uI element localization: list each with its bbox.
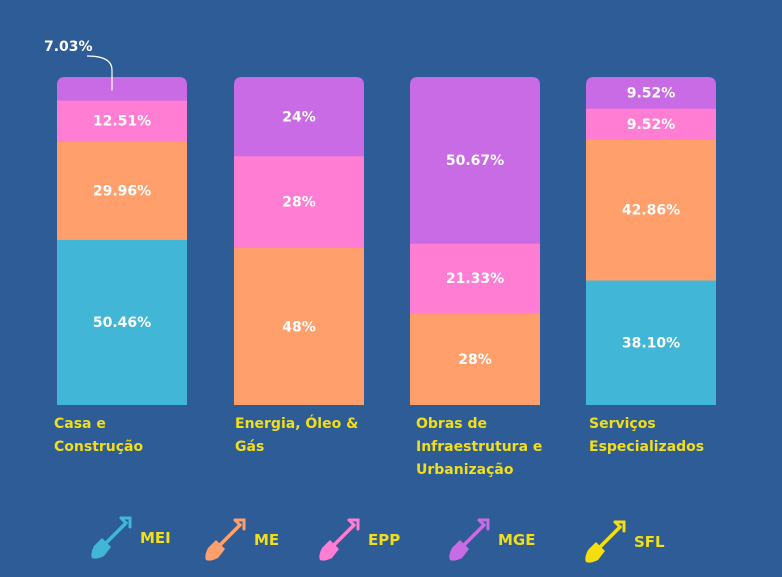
category-label-servicos: Serviços Especializados xyxy=(589,416,705,455)
bar-segment-epp xyxy=(586,108,716,140)
legend-label-mei: MEI xyxy=(140,529,171,547)
bar-group-1 xyxy=(234,77,364,405)
bar-segment-me xyxy=(234,247,364,405)
shovel-blade xyxy=(449,540,469,561)
shovel-shaft xyxy=(462,523,486,547)
data-label: 28% xyxy=(282,195,316,211)
bar-segment-me xyxy=(586,139,716,281)
data-label: 9.52% xyxy=(627,86,676,102)
data-label: 42.86% xyxy=(622,203,680,219)
legend-label-epp: EPP xyxy=(368,531,401,549)
shovel-blade xyxy=(319,540,339,561)
bar-segment-mge xyxy=(410,77,540,244)
data-label: 9.52% xyxy=(627,117,676,133)
shovel-icon xyxy=(91,516,132,559)
legend-label-sfl: SFL xyxy=(634,533,665,551)
data-label: 21.33% xyxy=(446,271,504,287)
data-label: 48% xyxy=(282,319,316,335)
bar-segment-mge xyxy=(234,77,364,157)
legend-label-mge: MGE xyxy=(498,531,536,549)
data-label: 7.03% xyxy=(44,39,93,55)
data-label: 12.51% xyxy=(93,114,151,130)
data-label: 38.10% xyxy=(622,336,680,352)
shovel-icon xyxy=(449,518,490,561)
bar-segment-mei xyxy=(57,239,187,405)
legend-item-mge: MGE xyxy=(446,516,536,564)
shovel-icon xyxy=(205,518,246,561)
shovel-blade xyxy=(205,540,225,561)
data-label: 28% xyxy=(458,352,492,368)
bar-segment-me xyxy=(410,313,540,405)
shovel-shaft xyxy=(332,523,356,547)
bar-segment-mei xyxy=(586,280,716,405)
legend-item-epp: EPP xyxy=(316,516,400,564)
bar-group-2 xyxy=(410,77,540,405)
data-label: 24% xyxy=(282,109,316,125)
shovel-icon xyxy=(585,520,626,563)
bar-segment-mge xyxy=(586,77,716,109)
shovel-shaft xyxy=(218,523,242,547)
legend-item-me: ME xyxy=(202,516,279,564)
data-label: 50.67% xyxy=(446,153,504,169)
stacked-bar-chart: 50.46% 29.96% 12.51% 7.03% 48% 28% 24% 28% 21.33… xyxy=(44,39,716,405)
shovel-blade xyxy=(585,542,605,563)
data-label: 50.46% xyxy=(93,315,151,331)
legend: MEI ME EPP MGE SFL xyxy=(0,512,782,564)
category-label-casa: Casa e Construção xyxy=(54,416,144,455)
data-label: 29.96% xyxy=(93,183,151,199)
bar-segment-epp xyxy=(57,100,187,142)
legend-item-mei: MEI xyxy=(88,514,171,562)
shovel-shaft xyxy=(598,525,622,549)
category-label-obras: Obras de Infraestrutura e Urbanização xyxy=(416,416,543,478)
bar-segment-epp xyxy=(410,243,540,314)
shovel-blade xyxy=(91,538,111,559)
legend-label-me: ME xyxy=(254,531,280,549)
leader-line xyxy=(86,55,113,91)
shovel-shaft xyxy=(104,521,128,545)
bar-segment-mge xyxy=(57,77,187,101)
legend-item-sfl: SFL xyxy=(582,518,665,566)
bar-segment-me xyxy=(57,141,187,240)
shovel-icon xyxy=(319,518,360,561)
bar-group-3 xyxy=(586,77,716,405)
bar-segment-epp xyxy=(234,155,364,249)
category-label-energia: Energia, Óleo & Gás xyxy=(235,416,359,455)
bar-group-0 xyxy=(57,77,187,405)
